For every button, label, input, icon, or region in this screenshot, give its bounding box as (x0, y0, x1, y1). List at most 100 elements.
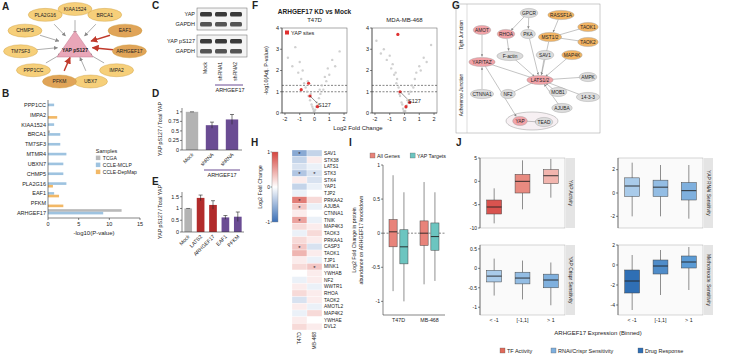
error-cap (236, 212, 240, 213)
x-axis-label: Log2 Fold Change (333, 125, 383, 131)
row-label: TNIK (324, 218, 336, 223)
lane-label: shRNA1 (217, 62, 223, 81)
x-tick-label: 2 (343, 116, 346, 122)
heat-cell (292, 310, 307, 317)
node-label: EAF1 (119, 27, 132, 33)
x-axis-label: ARHGEF17 Expression (Binned) (554, 330, 641, 336)
x-axis (48, 218, 140, 219)
region-label: Adherence Junction (459, 73, 464, 116)
y-tick (478, 204, 480, 205)
category-label: Mock (182, 151, 195, 164)
nucleus (506, 112, 558, 130)
y-tick-label: 1 (176, 205, 179, 211)
heat-cell (307, 203, 322, 210)
blot-band (230, 12, 242, 17)
point (425, 61, 427, 63)
category-label: < -1 (628, 317, 637, 323)
panel-label: I (349, 137, 352, 148)
plot-area (487, 159, 559, 223)
point (310, 103, 312, 105)
pathway-edge (528, 18, 529, 29)
median (653, 266, 668, 267)
box (543, 170, 558, 184)
legend-label: CCLE-MCLP (103, 162, 133, 168)
median (543, 175, 558, 176)
category-label: shRNA (199, 151, 215, 167)
point (306, 91, 308, 93)
plot-area (48, 104, 122, 215)
point (400, 101, 402, 103)
point (399, 95, 401, 97)
point (309, 99, 311, 101)
x-tick (329, 113, 330, 115)
box (487, 200, 502, 214)
pathway-node (552, 103, 573, 112)
x-tick (109, 218, 110, 220)
heat-cell (292, 243, 307, 250)
category-label: PFKM (226, 233, 240, 247)
row-label: AMOTL2 (324, 304, 344, 309)
pathway-node-label: NF2 (503, 92, 512, 97)
heat-cell (307, 263, 322, 270)
category-label: CHMP5 (27, 171, 46, 177)
x-axis (182, 232, 244, 233)
node-label: PLA2G16 (34, 12, 56, 18)
point (299, 61, 301, 63)
bar (48, 185, 53, 188)
legend-label: Drug Response (645, 348, 683, 354)
heat-cell (292, 250, 307, 257)
blot-frame (197, 8, 247, 30)
point (338, 50, 340, 52)
x-tick-label: -1 (297, 116, 302, 122)
legend-label: TF Activity (507, 348, 533, 354)
column-label: MB-468 (311, 332, 317, 350)
heat-cell (307, 317, 322, 324)
network-edge (37, 48, 58, 50)
y-tick-label: 0.5 (373, 196, 380, 202)
y-tick-label: 0 (176, 229, 179, 235)
point (396, 78, 398, 80)
pathway-node (578, 22, 599, 31)
box (400, 230, 408, 264)
node-label: IMPA2 (109, 67, 124, 73)
heat-cell (292, 297, 307, 304)
y-tick-label: 0 (474, 265, 477, 271)
heat-cell (292, 210, 307, 217)
row-label: TJP2 (324, 191, 336, 196)
point (389, 54, 391, 56)
y-tick (478, 158, 480, 159)
heat-cell (292, 170, 307, 177)
lane-group-line (215, 85, 243, 86)
y-tick (180, 208, 182, 209)
bar (48, 212, 103, 215)
panel-label: J (456, 137, 462, 148)
pathway-edge (541, 60, 543, 75)
row-label: TAOK3 (324, 231, 340, 236)
y-tick-label: 0 (366, 110, 369, 116)
bar (186, 112, 198, 150)
y-axis (48, 100, 49, 218)
blot-band (230, 22, 242, 27)
category-label: > 1 (547, 317, 555, 323)
threshold-line (282, 91, 347, 92)
point (396, 33, 399, 36)
y-tick (478, 181, 480, 182)
network-node (73, 75, 107, 88)
y-tick-label: 1 (377, 162, 380, 168)
panel-label: B (2, 88, 9, 99)
blot-band (215, 22, 227, 27)
point (404, 105, 407, 108)
y-tick (180, 130, 182, 131)
point (383, 48, 385, 50)
error-cap (190, 111, 194, 112)
facet-title: YAP Activity (568, 180, 573, 206)
y-tick (280, 49, 282, 50)
y-tick-label: 1 (366, 89, 369, 95)
median (625, 186, 640, 187)
heat-cell (307, 250, 322, 257)
row-label: MAP4K2 (324, 311, 343, 316)
error-bar (212, 122, 213, 128)
error-bar (225, 216, 226, 220)
heat-cell (292, 150, 307, 157)
label-line: Log2 Fold Change in protein (351, 207, 357, 273)
